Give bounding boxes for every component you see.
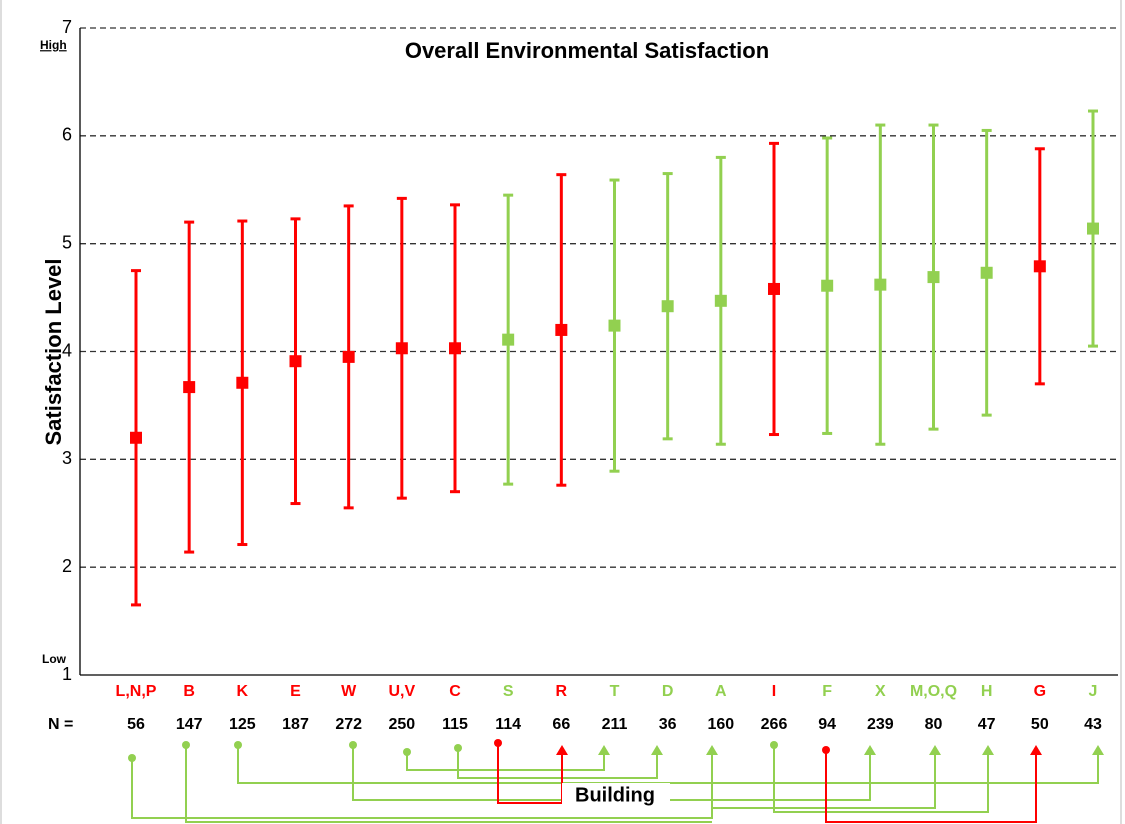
x-tick-label: E [290,683,301,700]
y-tick-label: 3 [62,448,72,468]
x-tick-label: F [822,683,832,700]
x-tick-label: U,V [388,683,415,700]
mean-marker [183,381,196,394]
connector [457,748,658,779]
connector [131,752,713,819]
y-tick-label: 2 [62,556,72,576]
n-value: 187 [282,716,309,733]
connectors [128,739,1104,823]
x-tick-label: B [183,683,195,700]
y-tick-label: 6 [62,125,72,145]
x-tick-label: W [341,683,357,700]
mean-marker [289,355,302,368]
n-value: 114 [495,716,521,733]
x-tick-label: X [875,683,886,700]
mean-marker [449,342,461,355]
x-tick-label: G [1034,683,1046,700]
n-value: 160 [707,716,734,733]
x-tick-label: T [610,683,620,700]
x-tick-label: K [237,683,249,700]
connector [406,752,605,771]
label-backdrop [562,783,670,807]
x-tick-label: I [772,683,776,700]
x-tick-label: J [1089,683,1098,700]
connector [185,745,712,823]
mean-marker [608,319,621,332]
mean-marker [821,279,834,292]
x-tick-label: R [556,683,568,700]
mean-marker [342,350,355,363]
n-value: 250 [388,716,415,733]
n-value: 125 [229,716,256,733]
mean-marker [980,266,993,279]
mean-marker [555,323,568,336]
y-tick-label: 5 [62,232,72,252]
n-value: 66 [552,716,570,733]
connector [773,745,989,813]
n-value: 36 [659,716,677,733]
connector [712,752,936,809]
connector [497,743,563,804]
mean-marker [236,376,249,389]
mean-marker [661,300,674,313]
x-tick-label: C [449,683,461,700]
y-tick-label: 7 [62,17,72,37]
connector [825,750,1037,823]
n-value: 50 [1031,716,1049,733]
x-tick-label: H [981,683,993,700]
x-tick-label: L,N,P [116,683,157,700]
n-value: 239 [867,716,894,733]
mean-marker [1033,260,1046,273]
mean-marker [768,282,780,295]
mean-marker [130,431,142,444]
n-value: 80 [925,716,943,733]
connector [237,745,1099,784]
n-value: 56 [127,716,145,733]
mean-marker [927,271,940,284]
n-value: 47 [978,716,996,733]
low-annotation: Low [42,652,67,666]
chart-title: Overall Environmental Satisfaction [405,38,769,63]
x-tick-label: M,O,Q [910,683,957,700]
mean-marker [502,333,515,346]
n-value: 266 [761,716,788,733]
x-tick-label: D [662,683,674,700]
n-value: 94 [818,716,836,733]
y-tick-label: 4 [62,340,72,360]
mean-marker [874,278,887,291]
x-tick-label: S [503,683,514,700]
n-value: 115 [442,716,468,733]
n-value: 147 [176,716,203,733]
mean-marker [714,294,727,307]
n-value: 272 [335,716,362,733]
x-axis-label: Building [575,784,655,806]
x-tick-label: A [715,683,727,700]
high-annotation: High [40,38,67,52]
y-axis-label: Satisfaction Level [41,258,66,445]
n-value: 43 [1084,716,1102,733]
n-label: N = [48,716,73,733]
mean-marker [395,342,408,355]
y-tick-label: 1 [62,664,72,684]
mean-marker [1087,222,1099,235]
n-value: 211 [602,716,628,733]
